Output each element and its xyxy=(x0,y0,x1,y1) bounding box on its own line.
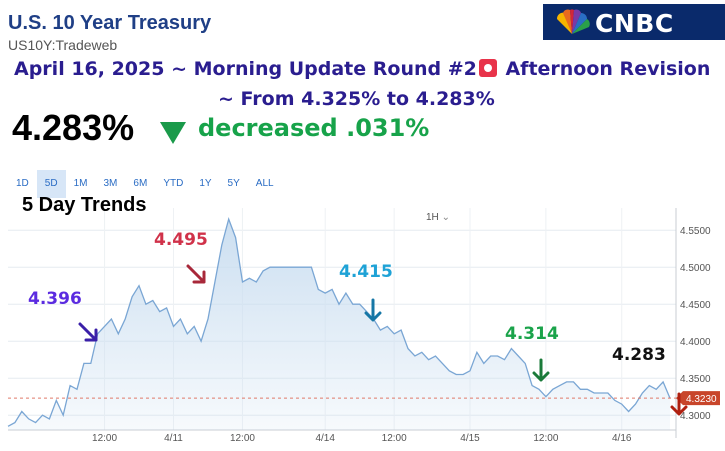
treasury-yield-chart: 4.5500 4.5000 4.4500 4.4000 4.3500 4.3000 12:0… xyxy=(7,208,720,444)
x-tick-label: 4/16 xyxy=(612,433,632,444)
x-tick-label: 4/14 xyxy=(315,433,335,444)
arrow-icon xyxy=(670,392,688,416)
annotation-label-4-495: 4.495 xyxy=(154,230,208,250)
down-triangle-icon xyxy=(160,122,186,144)
last-value-label: 4.3230 xyxy=(686,394,717,405)
peacock-icon xyxy=(556,9,590,34)
x-tick-label: 12:00 xyxy=(533,433,558,444)
headline-line-1: April 16, 2025 ~ Morning Update Round #2… xyxy=(14,58,710,80)
range-button-6m[interactable]: 6M xyxy=(133,178,148,189)
range-button-1d[interactable]: 1D xyxy=(16,178,29,189)
arrow-icon xyxy=(364,298,382,322)
y-tick-label: 4.5500 xyxy=(680,226,711,237)
annotation-label-4-283: 4.283 xyxy=(612,345,666,365)
logo-text: CNBC xyxy=(595,9,674,38)
range-button-5y[interactable]: 5Y xyxy=(227,178,240,189)
annotation-label-4-314: 4.314 xyxy=(505,324,559,344)
price-change: decreased .031% xyxy=(198,114,430,142)
series-line xyxy=(7,216,671,427)
arrow-icon xyxy=(186,264,206,284)
x-tick-label: 4/11 xyxy=(164,433,183,444)
y-tick-label: 4.3500 xyxy=(680,374,711,385)
chart-title: U.S. 10 Year Treasury xyxy=(8,12,212,34)
y-tick-label: 4.4000 xyxy=(680,337,711,348)
y-tick-label: 4.5000 xyxy=(680,263,711,274)
x-tick-label: 12:00 xyxy=(92,433,117,444)
range-button-3m[interactable]: 3M xyxy=(103,178,118,189)
range-button-1y[interactable]: 1Y xyxy=(199,178,212,189)
x-tick-label: 12:00 xyxy=(230,433,255,444)
headline-line-1-end: Afternoon Revision xyxy=(498,58,711,80)
arrow-icon xyxy=(78,322,98,342)
range-button-ytd[interactable]: YTD xyxy=(163,178,184,189)
headline-line-1-start: April 16, 2025 ~ Morning Update Round #2 xyxy=(14,58,477,80)
x-tick-label: 4/15 xyxy=(460,433,480,444)
chevron-down-icon: ⌄ xyxy=(441,212,450,223)
ticker-subtitle: US10Y:Tradeweb xyxy=(8,37,118,53)
range-button-1m[interactable]: 1M xyxy=(73,178,88,189)
range-button-5d[interactable]: 5D xyxy=(36,170,66,198)
trend-label: 5 Day Trends xyxy=(22,194,147,216)
y-tick-label: 4.4500 xyxy=(680,300,711,311)
interval-selector[interactable]: 1H ⌄ xyxy=(426,212,450,223)
interval-label: 1H xyxy=(426,212,439,223)
range-button-all[interactable]: ALL xyxy=(255,178,274,189)
arrow-icon xyxy=(532,358,550,382)
series-area xyxy=(8,219,670,430)
last-value-tag xyxy=(676,391,720,406)
x-tick-label: 12:00 xyxy=(382,433,407,444)
annotation-label-4-396: 4.396 xyxy=(28,289,82,309)
y-tick-label: 4.3000 xyxy=(680,411,711,422)
cnbc-logo: CNBC xyxy=(543,4,725,40)
annotation-label-4-415: 4.415 xyxy=(339,262,393,282)
alarm-icon xyxy=(478,59,497,77)
headline-line-2: ~ From 4.325% to 4.283% xyxy=(218,88,495,110)
time-range-selector: 1D 5D 1M 3M 6M YTD 1Y 5Y ALL xyxy=(8,170,282,198)
current-price: 4.283% xyxy=(12,107,135,148)
